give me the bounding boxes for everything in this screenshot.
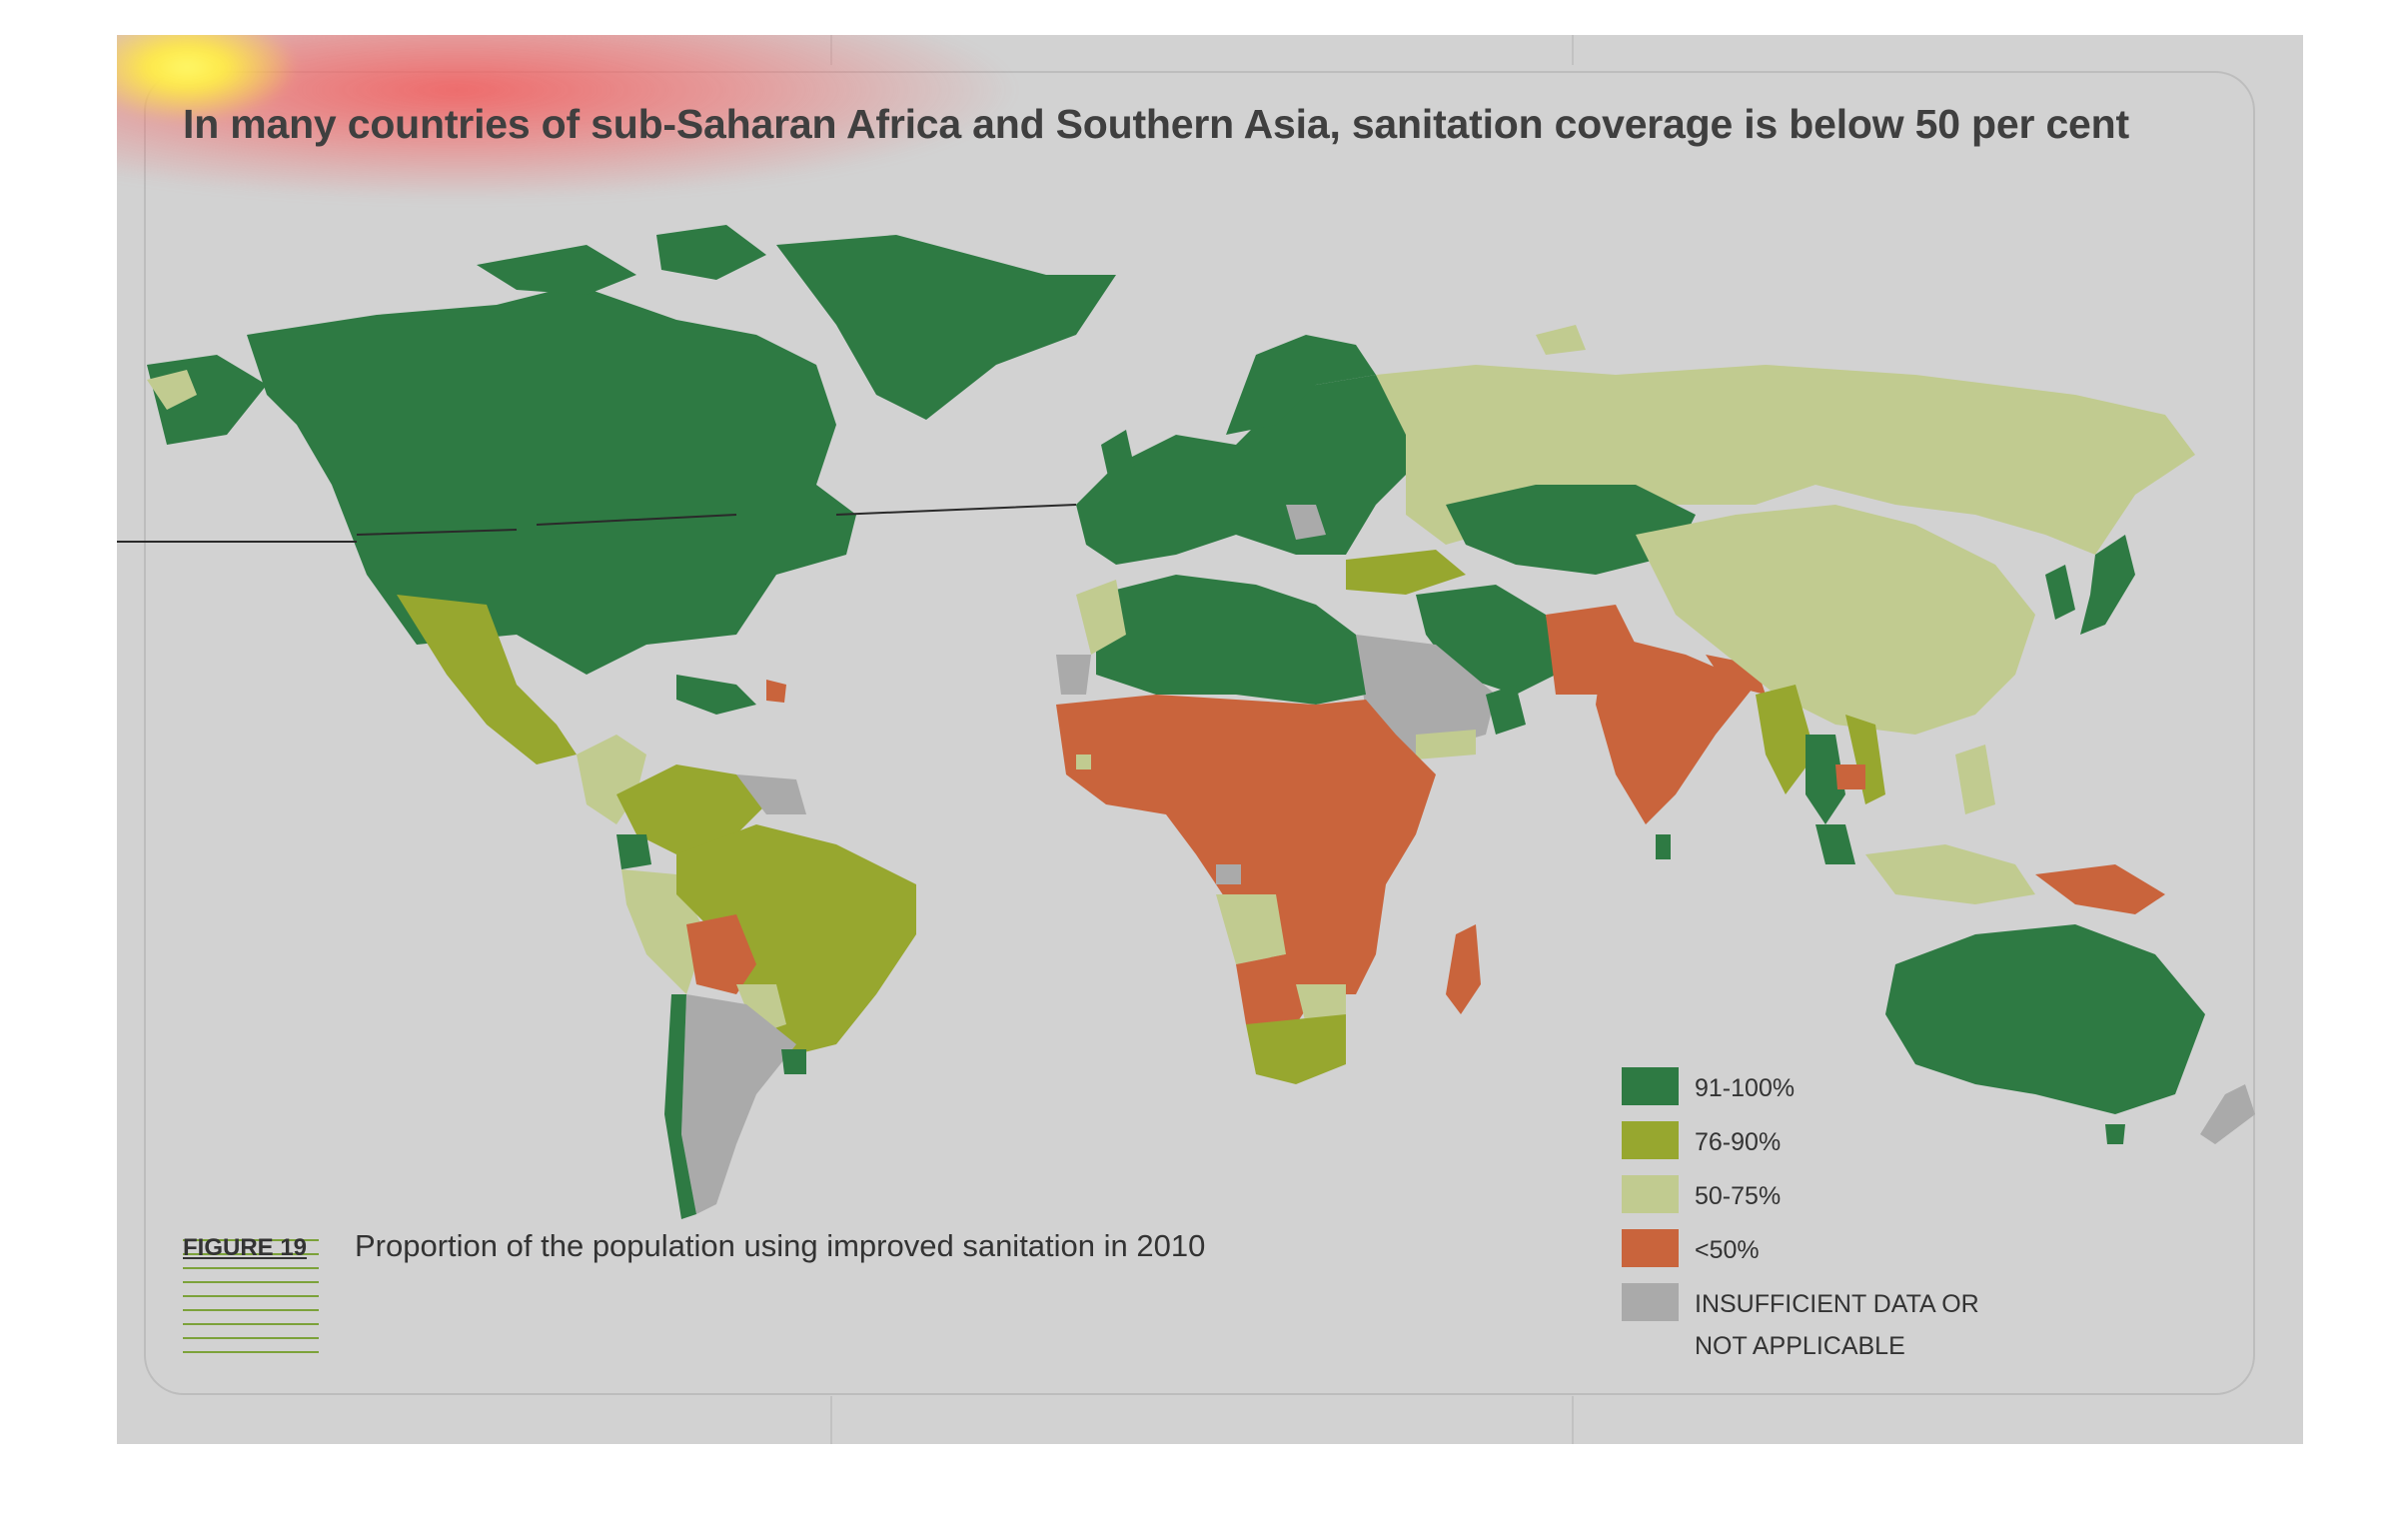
ghana-region [1076, 755, 1091, 769]
legend-label: 76-90% [1695, 1128, 1782, 1156]
ecuador-region [616, 834, 651, 869]
legend-item: 76-90% [1622, 1121, 1781, 1163]
figure-lines-decoration [183, 1239, 319, 1367]
oman-region [1486, 685, 1526, 735]
legend-item: INSUFFICIENT DATA OR NOT APPLICABLE [1622, 1283, 2034, 1367]
yemen-region [1416, 730, 1476, 760]
legend-swatch-below-50 [1622, 1229, 1679, 1267]
argentina-region [681, 994, 796, 1214]
legend-item: 91-100% [1622, 1067, 1795, 1109]
caribbean-region [676, 675, 756, 715]
malaysia-region [1815, 824, 1855, 864]
paraguay-region [736, 984, 786, 1034]
namibia-botswana-region [1236, 954, 1316, 1024]
fold-line [830, 1396, 832, 1444]
fold-line [1572, 1396, 1574, 1444]
legend-item: 50-75% [1622, 1175, 1781, 1217]
brazil-region [676, 824, 916, 1054]
uruguay-region [781, 1049, 806, 1074]
cambodia-region [1835, 764, 1865, 789]
legend-swatch-76-90 [1622, 1121, 1679, 1159]
figure-label: FIGURE 19 [183, 1234, 308, 1261]
legend-item: <50% [1622, 1229, 1760, 1271]
map-title: In many countries of sub-Saharan Africa … [183, 101, 2129, 147]
colombia-venezuela-region [616, 764, 766, 854]
scandinavia-region [1226, 335, 1376, 435]
canadian-arctic-region [477, 225, 766, 295]
legend-swatch-insufficient [1622, 1283, 1679, 1321]
mexico-region [397, 595, 577, 764]
map-canvas: In many countries of sub-Saharan Africa … [117, 35, 2303, 1444]
zimbabwe-region [1296, 984, 1346, 1024]
australia-region [1885, 924, 2205, 1114]
fold-line [1572, 35, 1574, 65]
madagascar-region [1446, 924, 1481, 1014]
sri-lanka-region [1656, 834, 1671, 859]
philippines-region [1955, 745, 1995, 814]
legend-swatch-91-100 [1622, 1067, 1679, 1105]
balkans-insufficient-region [1286, 505, 1326, 540]
myanmar-region [1756, 685, 1815, 794]
indonesia-region [1865, 844, 2035, 904]
legend-label: <50% [1695, 1236, 1760, 1264]
india-region [1596, 635, 1756, 824]
legend-swatch-50-75 [1622, 1175, 1679, 1213]
great-lakes-lines [356, 504, 1077, 536]
legend-label: INSUFFICIENT DATA OR NOT APPLICABLE [1695, 1290, 1979, 1360]
world-map [117, 225, 2255, 1219]
haiti-region [766, 680, 786, 703]
sub-saharan-africa-region [1056, 695, 1436, 994]
map-frame [144, 71, 2255, 1395]
figure-caption: Proportion of the population using impro… [355, 1228, 1206, 1263]
vietnam-region [1845, 715, 1885, 804]
bolivia-region [686, 914, 756, 994]
china-region [1636, 505, 2035, 735]
gabon-insufficient-region [1216, 864, 1241, 884]
new-zealand-region [2200, 1084, 2255, 1144]
legend-label: 50-75% [1695, 1182, 1782, 1210]
legend-label: 91-100% [1695, 1074, 1796, 1102]
novaya-zemlya-region [1536, 325, 1586, 355]
title-highlight-glow [117, 35, 1156, 225]
south-africa-region [1246, 1014, 1346, 1084]
north-africa-region [1096, 575, 1366, 705]
arabia-region [1356, 635, 1496, 755]
north-america-region [247, 285, 856, 675]
europe-region [1076, 375, 1406, 565]
turkey-region [1346, 550, 1466, 595]
chile-region [664, 994, 696, 1219]
korea-region [2045, 565, 2075, 620]
greenland-region [776, 235, 1116, 420]
japan-region [2080, 535, 2135, 635]
papua-region [2035, 864, 2165, 914]
guianas-region [736, 774, 806, 814]
angola-region [1216, 894, 1286, 964]
western-sahara-region [1056, 655, 1091, 695]
uk-region [1101, 430, 1136, 490]
tasmania-region [2105, 1124, 2125, 1144]
kazakhstan-region [1446, 485, 1696, 575]
thailand-region [1806, 735, 1845, 824]
aleutian-region [147, 370, 197, 410]
morocco-region [1076, 580, 1126, 655]
